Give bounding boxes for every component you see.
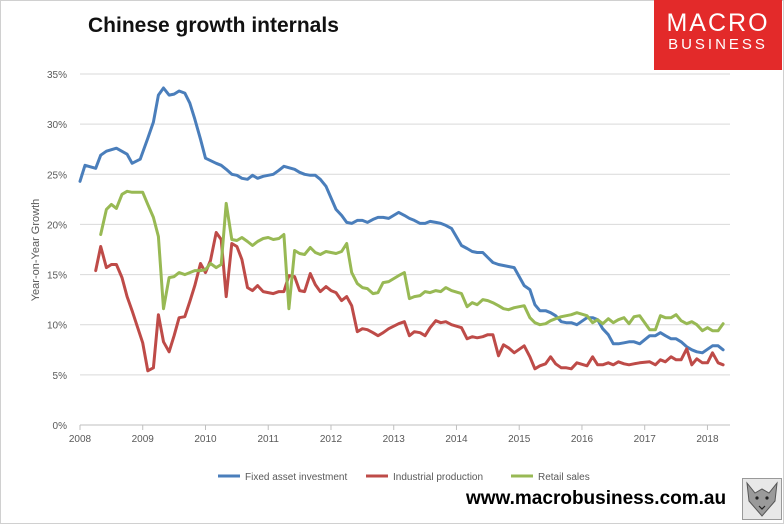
x-tick-label: 2010 — [194, 434, 217, 445]
chart-title: Chinese growth internals — [88, 14, 339, 37]
y-tick-label: 25% — [47, 170, 67, 181]
x-tick-label: 2018 — [696, 434, 719, 445]
y-tick-label: 30% — [47, 120, 67, 131]
y-tick-label: 0% — [53, 421, 68, 432]
wolf-logo-icon — [742, 478, 782, 520]
legend-label: Industrial production — [393, 472, 483, 483]
logo-line-business: BUSINESS — [668, 36, 768, 53]
y-axis-label: Year-on-Year Growth — [30, 199, 42, 302]
legend-label: Fixed asset investment — [245, 472, 347, 483]
legend-label: Retail sales — [538, 472, 590, 483]
y-tick-label: 10% — [47, 321, 67, 332]
series-line-1 — [94, 231, 725, 373]
legend: Fixed asset investment Industrial product… — [218, 472, 590, 483]
x-tick-label: 2017 — [634, 434, 657, 445]
series-line-2 — [99, 189, 725, 333]
x-tick-label: 2008 — [69, 434, 92, 445]
x-tick-label: 2009 — [132, 434, 155, 445]
x-tick-label: 2015 — [508, 434, 531, 445]
x-tick-label: 2014 — [445, 434, 468, 445]
x-tick-label: 2016 — [571, 434, 594, 445]
series-line-0 — [78, 86, 725, 355]
gridlines — [80, 73, 730, 426]
series-lines — [78, 86, 725, 373]
macrobusiness-logo: MACRO BUSINESS — [654, 0, 782, 70]
website-url: www.macrobusiness.com.au — [466, 488, 727, 509]
axes: 0% 5% 10% 15% 20% 25% 30% 35% 2008 2009 2010 2011 20… — [47, 70, 719, 445]
y-tick-label: 20% — [47, 220, 67, 231]
x-tick-label: 2012 — [320, 434, 343, 445]
y-tick-label: 5% — [53, 371, 68, 382]
y-tick-label: 35% — [47, 70, 67, 81]
x-tick-label: 2011 — [257, 434, 279, 445]
logo-line-macro: MACRO — [666, 9, 770, 37]
x-tick-label: 2013 — [383, 434, 406, 445]
y-tick-label: 15% — [47, 271, 67, 282]
